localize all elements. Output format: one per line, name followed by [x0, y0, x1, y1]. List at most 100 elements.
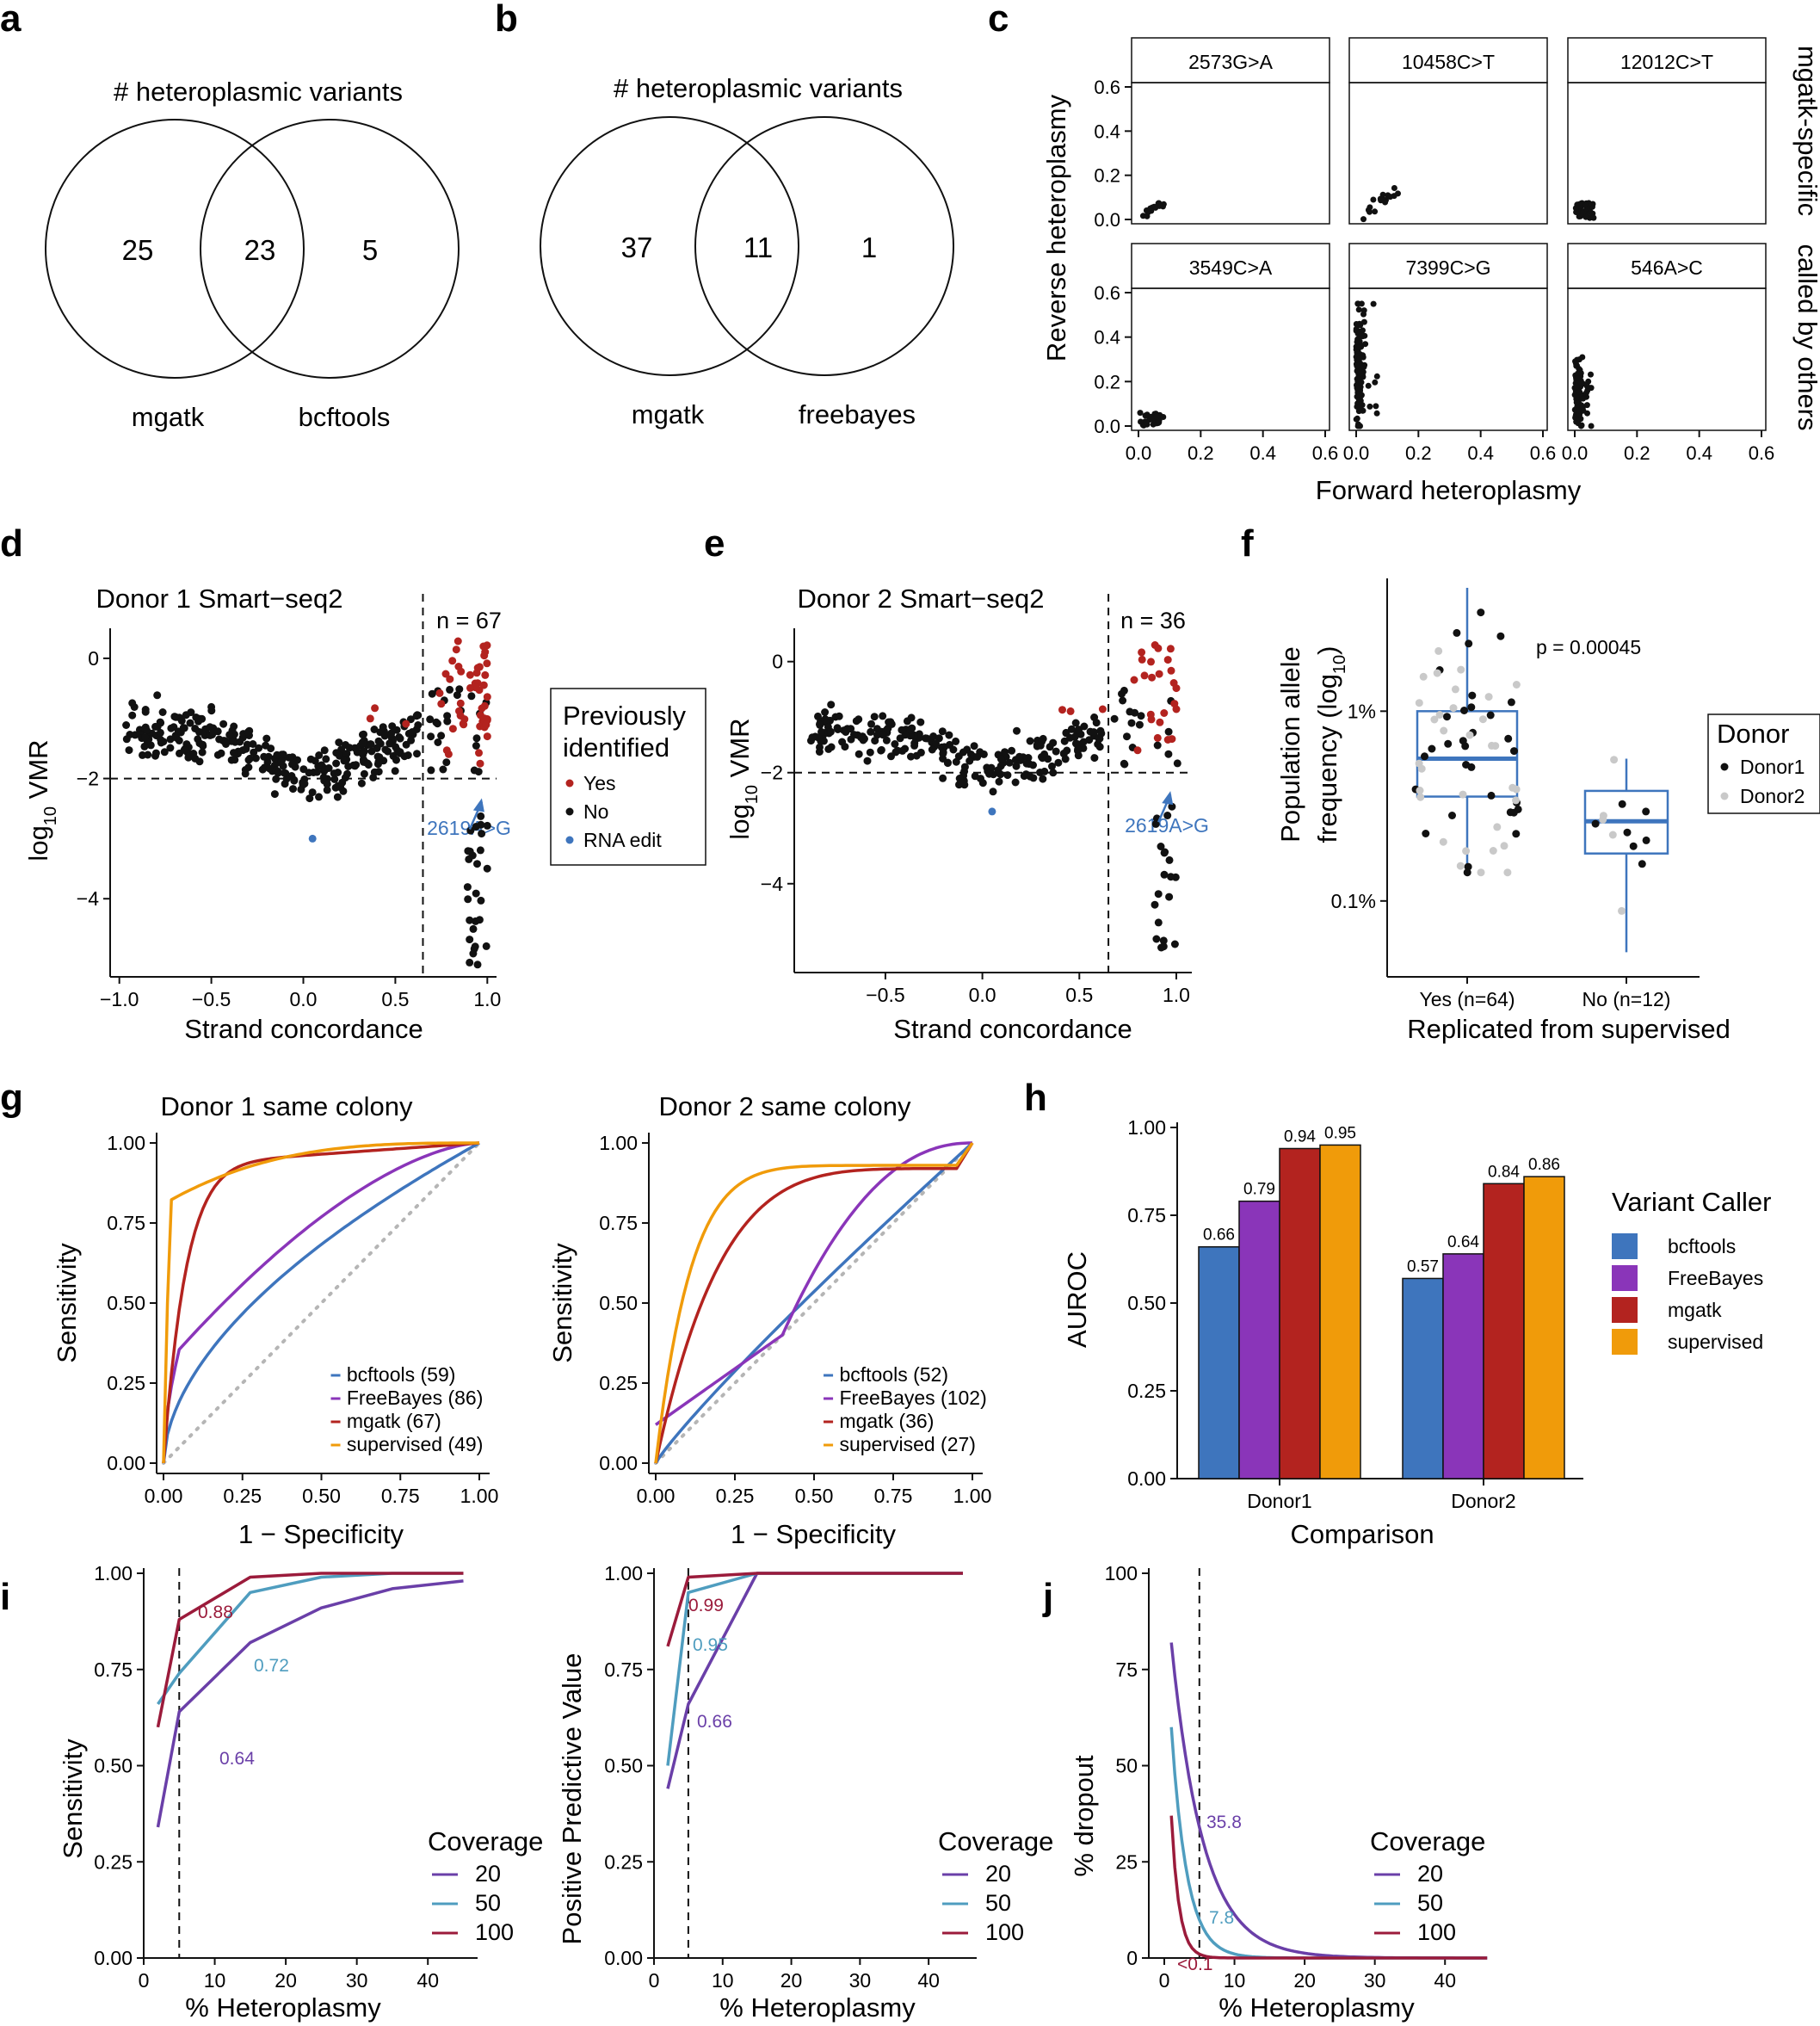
i1-annotation: 0.95 [693, 1635, 728, 1655]
panel-e-point-no [1165, 855, 1174, 864]
panel-d-point-no [443, 712, 452, 720]
venn-b-circle-mgatk [540, 116, 799, 376]
i1-xtick-label: 20 [780, 1969, 803, 1992]
h-legend-label: supervised [1668, 1331, 1763, 1353]
f-point-yes [1477, 608, 1485, 617]
g0-legend-label: FreeBayes (86) [347, 1387, 484, 1409]
g0-legend-label: supervised (49) [347, 1433, 484, 1455]
panel-e-point-no [1154, 918, 1163, 927]
c-xtick-label: 0.0 [1343, 442, 1370, 464]
f-xlabel: Replicated from supervised [1407, 1014, 1731, 1044]
panel-e-point-no [1090, 713, 1099, 721]
panel-e-point-no [1040, 767, 1049, 775]
panel-d-point-no [373, 744, 381, 752]
c-ytick-label: 0.2 [1094, 165, 1120, 187]
panel-d-point-yes [446, 675, 454, 683]
panel-d-point-yes [483, 641, 491, 650]
j-annotation: 7.8 [1209, 1908, 1234, 1928]
f-point-yes [1457, 665, 1465, 674]
panel-d-point-yes [482, 720, 490, 729]
c-xlabel: Forward heteroplasmy [1316, 475, 1582, 505]
h-legend-key [1612, 1265, 1638, 1291]
h-legend-label: mgatk [1668, 1299, 1722, 1321]
panel-e-point-no [996, 755, 1005, 763]
f-point-yes [1448, 812, 1456, 819]
f-point-yes [1507, 698, 1515, 707]
panel-e-point-no [1168, 802, 1176, 811]
venn-b-overlap-count: 11 [743, 232, 773, 263]
i0-ytick-label: 0.25 [94, 1850, 133, 1873]
f-point-yes [1451, 685, 1459, 694]
panel-d-point-no [483, 864, 491, 873]
g1-ytick-label: 0.25 [599, 1372, 638, 1394]
c-point [1354, 362, 1360, 369]
c-facet-frame [1348, 287, 1548, 431]
panel-e-point-no [885, 718, 893, 726]
h-bar-supervised [1523, 1176, 1565, 1479]
panel-e-point-no [854, 750, 863, 758]
venn-a-right-count: 5 [362, 234, 378, 266]
venn-b: # heteroplasmic variants 37 11 1 mgatk f… [540, 73, 954, 429]
f-point-yes [1417, 764, 1426, 773]
panel-d-point-no [122, 721, 131, 729]
panel-d-point-no [153, 723, 162, 731]
j-annotation: 35.8 [1206, 1813, 1242, 1832]
panel-d-point-no [230, 722, 238, 731]
panel-d-point-no [359, 750, 367, 759]
panel-d-point-no [207, 702, 216, 711]
venn-a-set-bcftools: bcftools [299, 402, 391, 432]
c-point [1373, 373, 1380, 380]
c-ytick-label: 0.0 [1094, 416, 1120, 437]
panel-d-point-no [299, 765, 308, 774]
panel-d-point-no [273, 750, 281, 759]
g0-curve-mgatk [162, 1141, 480, 1464]
panel-d-ytick-label: −4 [77, 887, 99, 910]
panel-e-point-no [916, 718, 925, 726]
g1-xtick-label: 1.00 [953, 1485, 992, 1507]
f-point-yes [1416, 793, 1425, 801]
g0-curve-supervised [162, 1141, 479, 1464]
panel-d-point-no [177, 717, 186, 725]
f-point-yes [1510, 747, 1518, 756]
f-point-no [1623, 828, 1632, 837]
h-xtick-label: Donor2 [1451, 1490, 1515, 1512]
c-point [1576, 201, 1583, 207]
panel-e-point-no [989, 788, 997, 796]
panel-d-point-yes [456, 699, 465, 707]
g1-ytick-label: 0.75 [599, 1212, 638, 1234]
d-legend-rna-dot [565, 836, 574, 844]
j-annotation: <0.1 [1177, 1955, 1212, 1974]
i0-legend-label: 100 [475, 1919, 514, 1945]
f-point-no [1618, 800, 1626, 808]
panel-d-point-no [297, 785, 305, 794]
panel-e-point-no [1003, 771, 1012, 780]
i1-legend-label: 100 [985, 1919, 1024, 1945]
panel-e-point-no [939, 748, 947, 757]
panel-letter-c: c [988, 0, 1009, 40]
panel-e-point-no [827, 701, 836, 709]
h-bar-label: 0.86 [1528, 1156, 1560, 1174]
panel-d-point-no [288, 760, 296, 769]
c-point [1576, 356, 1582, 363]
panel-d-point-yes [479, 681, 488, 689]
panel-d-point-no [370, 768, 379, 776]
panel-e-point-no [1089, 728, 1098, 737]
panel-d-point-no [186, 719, 194, 727]
panel-d-point-no [191, 725, 200, 732]
c-ytick-label: 0.4 [1094, 120, 1120, 142]
panel-d-point-no [153, 691, 162, 700]
panel-e-point-no [960, 763, 969, 771]
panel-d-point-no [474, 768, 483, 776]
h-bar-mgatk [1279, 1147, 1321, 1479]
panel-e-point-yes [1148, 673, 1157, 682]
panel-e-point-no [1153, 741, 1162, 750]
g1-legend-label: supervised (27) [839, 1433, 976, 1455]
g0-ytick-label: 0.50 [107, 1292, 145, 1314]
panel-letter-d: d [0, 522, 23, 565]
g-title-1: Donor 1 same colony [161, 1091, 413, 1121]
panel-e-point-no [1052, 747, 1060, 756]
c-point [1588, 371, 1594, 378]
c-point [1354, 375, 1361, 382]
panel-e-point-no [977, 775, 984, 783]
panel-d-point-yes [366, 714, 374, 723]
